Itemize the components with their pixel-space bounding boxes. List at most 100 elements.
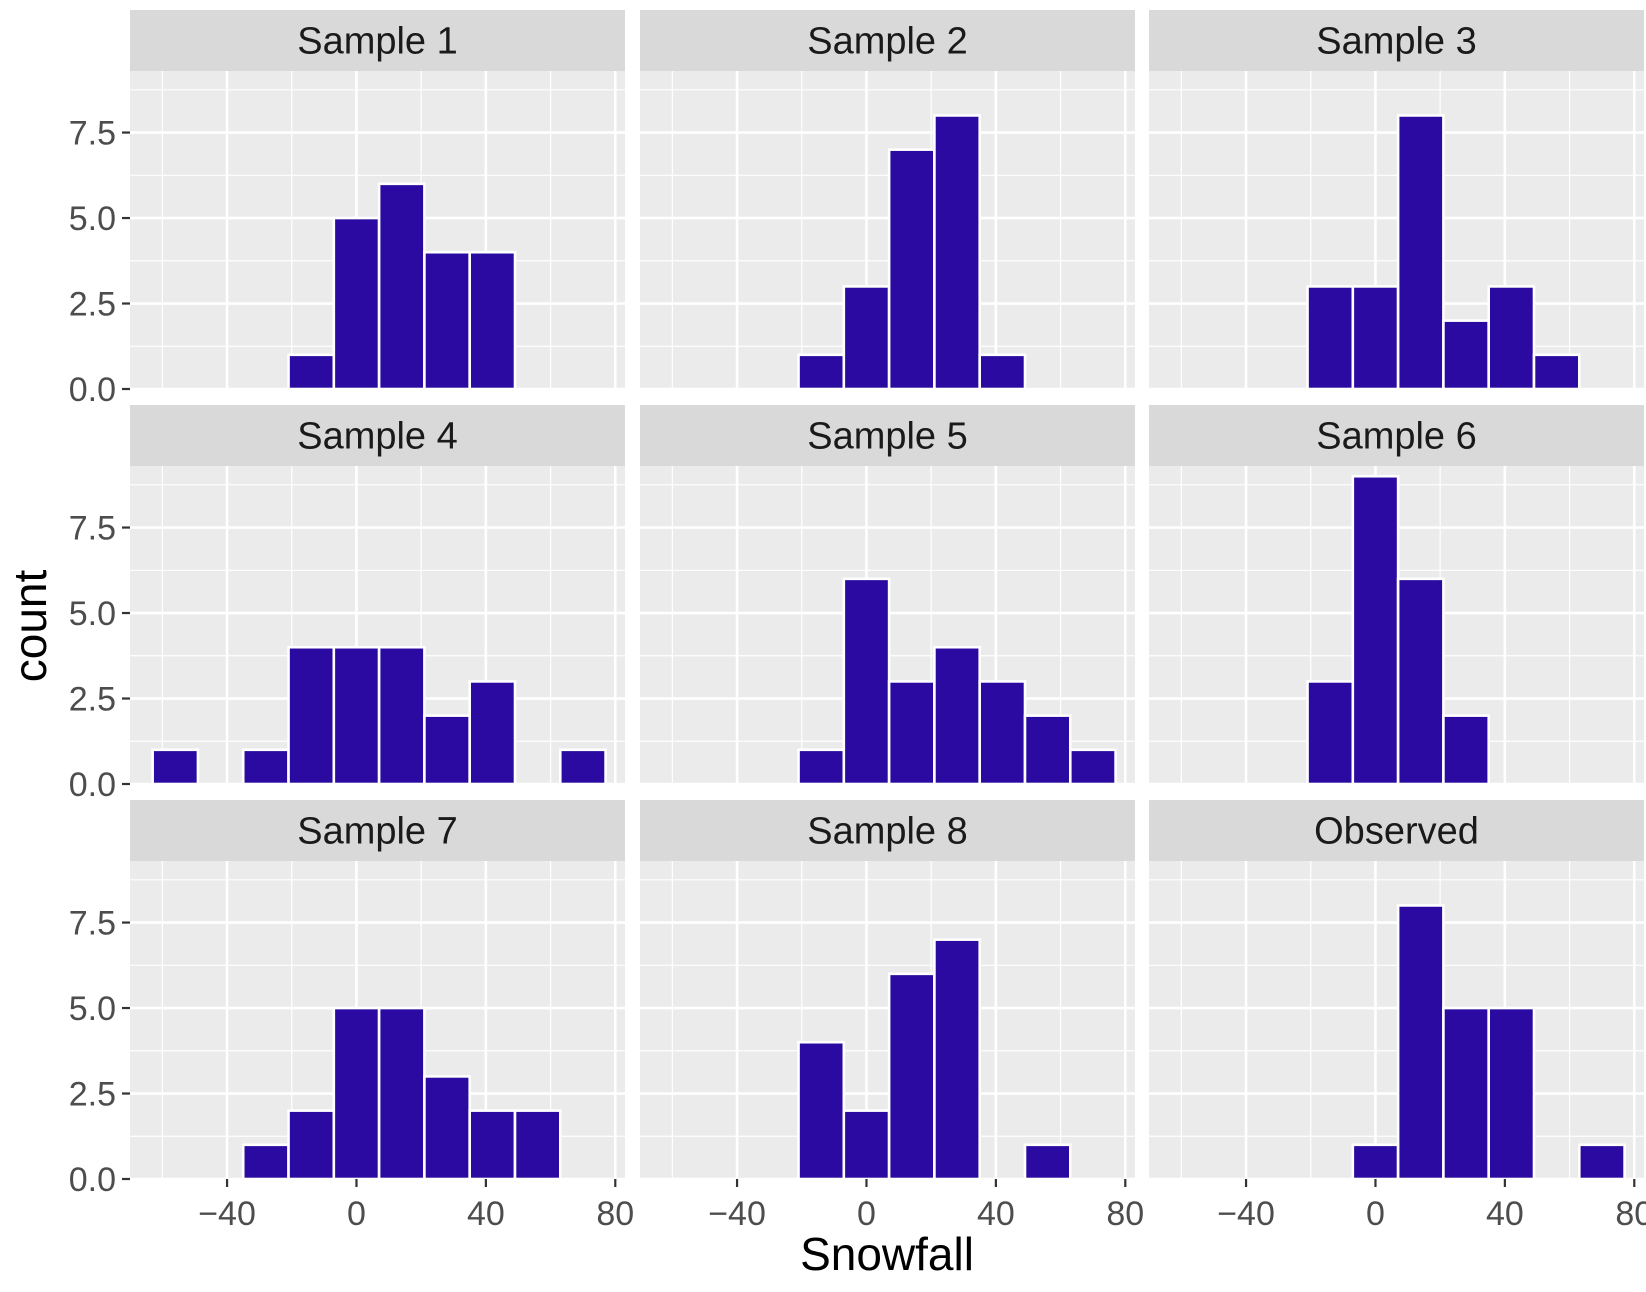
facet-strip-label: Sample 3 (1316, 21, 1477, 63)
facet-panel: Sample 6 (1149, 405, 1644, 786)
histogram-bar (423, 1075, 472, 1181)
y-tick-label: 0.0 (69, 1161, 116, 1199)
facet-panel: Sample 2 (640, 10, 1135, 391)
y-tick-label: 5.0 (69, 595, 116, 633)
facet-strip-label: Observed (1314, 811, 1479, 853)
histogram-bar (1068, 748, 1117, 786)
histogram-bar (1577, 1143, 1626, 1181)
histogram-bar (978, 680, 1027, 786)
histogram-bar (1532, 353, 1581, 391)
x-tick-label: 40 (977, 1195, 1015, 1233)
histogram-bar (1396, 114, 1445, 391)
x-tick-label: 80 (1615, 1195, 1646, 1233)
facet-panel: Sample 4 (130, 405, 625, 786)
x-tick-label: −40 (1217, 1195, 1275, 1233)
y-tick-label: 2.5 (69, 681, 116, 719)
y-tick-label: 7.5 (69, 510, 116, 548)
x-tick-label: 40 (467, 1195, 505, 1233)
histogram-bar (797, 748, 846, 786)
facet-strip (1149, 800, 1644, 861)
histogram-bar (1023, 1143, 1072, 1181)
histogram-bar (377, 645, 426, 786)
histogram-bar (1023, 714, 1072, 786)
histogram-bar (513, 1109, 562, 1181)
histogram-bar (332, 1006, 381, 1181)
histogram-bar (933, 645, 982, 786)
y-axis-title: count (4, 570, 56, 683)
x-tick-label: 80 (1106, 1195, 1144, 1233)
facet-panels: Sample 1 Sample 2 Sample 3 Sample 4 Sample 5… (130, 10, 1644, 1181)
histogram-bar (1442, 714, 1491, 786)
histogram-bar (1396, 904, 1445, 1181)
histogram-bar (1396, 577, 1445, 786)
histogram-bar (151, 748, 200, 786)
facet-strip (1149, 405, 1644, 466)
histogram-bar (1442, 1006, 1491, 1181)
histogram-bar (978, 353, 1027, 391)
y-tick-label: 2.5 (69, 286, 116, 324)
x-tick-label: 40 (1486, 1195, 1524, 1233)
facet-strip-label: Sample 2 (807, 21, 968, 63)
histogram-bar (377, 182, 426, 391)
histogram-bar (842, 1109, 891, 1181)
facet-strip-label: Sample 5 (807, 416, 968, 458)
histogram-bar (287, 353, 336, 391)
facet-strip (130, 800, 625, 861)
histogram-bar (1351, 1143, 1400, 1181)
y-tick-label: 7.5 (69, 115, 116, 153)
histogram-bar (423, 250, 472, 391)
histogram-bar (287, 645, 336, 786)
histogram-bar (377, 1006, 426, 1181)
panel-background (1149, 861, 1644, 1179)
histogram-bar (1442, 319, 1491, 391)
histogram-bar (287, 1109, 336, 1181)
y-tick-label: 2.5 (69, 1076, 116, 1114)
histogram-bar (1306, 680, 1355, 786)
histogram-bar (423, 714, 472, 786)
y-tick-label: 7.5 (69, 905, 116, 943)
x-tick-label: 0 (1366, 1195, 1385, 1233)
x-tick-label: −40 (198, 1195, 256, 1233)
facet-strip (130, 405, 625, 466)
facet-panel: Sample 1 (130, 10, 625, 391)
facet-strip-label: Sample 8 (807, 811, 968, 853)
histogram-bar (887, 972, 936, 1181)
facet-strip (640, 10, 1135, 71)
histogram-bar (933, 938, 982, 1181)
facet-strip (130, 10, 625, 71)
x-axis-title: Snowfall (800, 1228, 974, 1280)
facet-strip-label: Sample 7 (297, 811, 458, 853)
histogram-bar (842, 577, 891, 786)
y-tick-label: 0.0 (69, 371, 116, 409)
facet-panel: Sample 5 (640, 405, 1135, 786)
histogram-bar (1487, 285, 1536, 391)
histogram-bar (887, 680, 936, 786)
facet-strip (640, 405, 1135, 466)
facet-strip-label: Sample 4 (297, 416, 458, 458)
histogram-bar (1487, 1006, 1536, 1181)
facet-panel: Sample 7 (130, 800, 625, 1181)
histogram-bar (241, 1143, 290, 1181)
histogram-bar (1351, 474, 1400, 786)
histogram-bar (558, 748, 607, 786)
histogram-bar (1351, 285, 1400, 391)
histogram-bar (797, 353, 846, 391)
facet-strip-label: Sample 6 (1316, 416, 1477, 458)
histogram-bar (468, 680, 517, 786)
x-tick-label: 0 (857, 1195, 876, 1233)
histogram-bar (332, 216, 381, 391)
y-tick-label: 0.0 (69, 766, 116, 804)
x-tick-label: 0 (347, 1195, 366, 1233)
axes: 0.0 2.5 5.0 7.5 0.0 2.5 5.0 7.5 0.0 2.5 5.0 7.5 −40 0… (69, 115, 1646, 1233)
x-tick-label: 80 (596, 1195, 634, 1233)
x-tick-label: −40 (708, 1195, 766, 1233)
histogram-bar (241, 748, 290, 786)
facet-panel: Observed (1149, 800, 1644, 1181)
facet-panel: Sample 8 (640, 800, 1135, 1181)
histogram-bar (933, 114, 982, 391)
histogram-bar (468, 1109, 517, 1181)
histogram-bar (332, 645, 381, 786)
histogram-bar (797, 1040, 846, 1181)
facet-strip (640, 800, 1135, 861)
